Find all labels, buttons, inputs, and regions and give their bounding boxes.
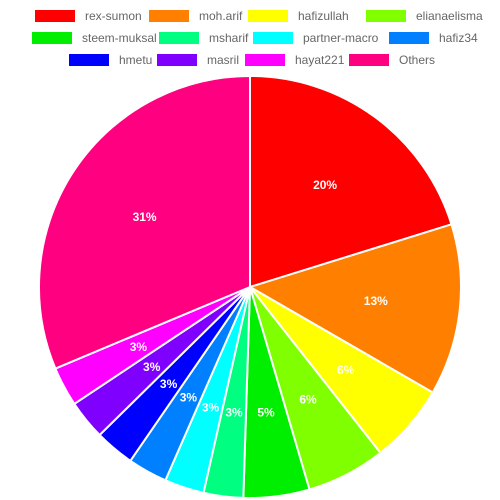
legend-swatch (159, 32, 199, 44)
slice-percent-label: 3% (160, 377, 178, 391)
legend-label: hmetu (119, 53, 153, 67)
legend-item[interactable]: hmetu (69, 53, 152, 67)
slice-percent-label: 5% (257, 406, 275, 420)
pie-slice-moh-arif[interactable] (247, 223, 462, 394)
slice-percent-label: 31% (133, 210, 157, 224)
legend-swatch (366, 10, 406, 22)
legend-label: hafizullah (298, 9, 349, 23)
pie-slice-rex-sumon[interactable] (249, 74, 453, 289)
legend-label: elianaelisma (416, 9, 483, 23)
slice-percent-label: 3% (180, 391, 198, 405)
legend-item[interactable]: steem-muksal (32, 31, 157, 45)
pie-slice-others[interactable] (37, 74, 251, 370)
legend-label: msharif (209, 31, 249, 45)
legend-swatch (245, 54, 285, 66)
legend-swatch (149, 10, 189, 22)
legend-item[interactable]: Others (349, 53, 435, 67)
legend-swatch (349, 54, 389, 66)
legend-swatch (248, 10, 288, 22)
legend-item[interactable]: rex-sumon (35, 9, 142, 23)
slice-percent-label: 3% (143, 360, 161, 374)
legend-item[interactable]: masril (157, 53, 239, 67)
legend-row: hmetu masril hayat221 Others (0, 53, 500, 67)
legend-item[interactable]: moh.arif (149, 9, 242, 23)
slice-percent-label: 3% (130, 340, 148, 354)
legend-label: steem-muksal (82, 31, 157, 45)
legend-item[interactable]: msharif (159, 31, 248, 45)
legend-item[interactable]: hafizullah (248, 9, 349, 23)
slice-percent-label: 6% (299, 393, 317, 407)
legend-label: Others (399, 53, 436, 67)
legend-item[interactable]: hafiz34 (389, 31, 478, 45)
legend-item[interactable]: elianaelisma (366, 9, 483, 23)
legend-label: partner-macro (303, 31, 379, 45)
legend-swatch (35, 10, 75, 22)
legend-swatch (157, 54, 197, 66)
legend-swatch (32, 32, 72, 44)
legend-label: moh.arif (199, 9, 243, 23)
slice-percent-label: 6% (337, 363, 355, 377)
legend-item[interactable]: partner-macro (253, 31, 378, 45)
legend-label: rex-sumon (85, 9, 142, 23)
legend-label: masril (207, 53, 239, 67)
legend-label: hafiz34 (439, 31, 478, 45)
slice-percent-label: 20% (313, 178, 337, 192)
legend-row: rex-sumon moh.arif hafizullah elianaelisma (0, 9, 500, 23)
legend-swatch (69, 54, 109, 66)
legend-label: hayat221 (295, 53, 345, 67)
legend-swatch (389, 32, 429, 44)
legend-item[interactable]: hayat221 (245, 53, 344, 67)
legend-swatch (253, 32, 293, 44)
slice-percent-label: 3% (202, 400, 220, 414)
slice-percent-label: 3% (225, 406, 243, 420)
legend-row: steem-muksal msharif partner-macro hafiz34 (0, 31, 500, 45)
slice-percent-label: 13% (364, 294, 388, 308)
